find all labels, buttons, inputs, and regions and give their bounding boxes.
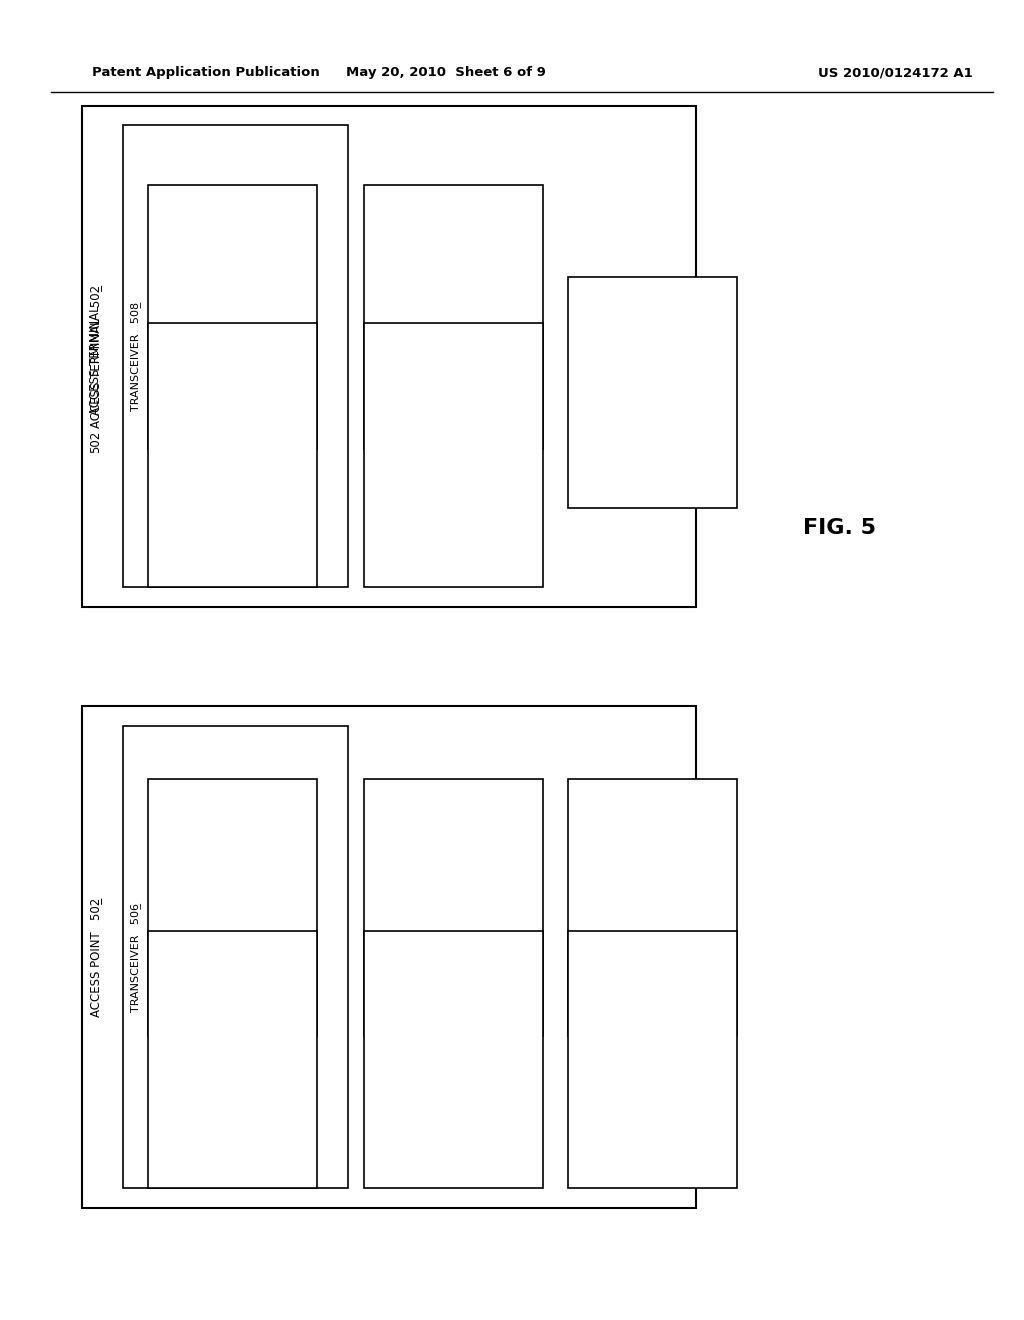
Text: TRANSCEIVER   508̲: TRANSCEIVER 508̲	[130, 302, 140, 411]
Text: 512̲: 512̲	[227, 925, 239, 948]
Text: TRANSMITTER: TRANSMITTER	[228, 1007, 238, 1085]
FancyBboxPatch shape	[82, 106, 696, 607]
FancyBboxPatch shape	[364, 185, 543, 449]
Text: RECEIVER: RECEIVER	[228, 867, 238, 921]
FancyBboxPatch shape	[148, 779, 317, 1036]
Text: 528̲: 528̲	[647, 941, 658, 961]
Text: INTERFACE: INTERFACE	[449, 1044, 458, 1101]
FancyBboxPatch shape	[364, 931, 543, 1188]
Text: 502: 502	[89, 432, 101, 453]
Text: 520̲: 520̲	[447, 941, 459, 961]
Text: RLF CONTROLLER: RLF CONTROLLER	[648, 1001, 657, 1092]
Text: HANDOVER: HANDOVER	[648, 858, 657, 917]
FancyBboxPatch shape	[148, 323, 317, 587]
Text: COMMUNICATION: COMMUNICATION	[449, 851, 458, 937]
Text: May 20, 2010  Sheet 6 of 9: May 20, 2010 Sheet 6 of 9	[345, 66, 546, 79]
Text: TRANSMITTER: TRANSMITTER	[228, 403, 238, 482]
Text: 518̲: 518̲	[447, 1093, 459, 1113]
Text: 514̲: 514̲	[227, 478, 239, 499]
FancyBboxPatch shape	[568, 779, 737, 1036]
Text: NETWORK: NETWORK	[449, 1019, 458, 1073]
Text: 530̲: 530̲	[647, 426, 658, 446]
Text: CONTROLLER: CONTROLLER	[648, 371, 657, 441]
FancyBboxPatch shape	[568, 931, 737, 1188]
Text: RLF CONTROLLER: RLF CONTROLLER	[449, 257, 458, 350]
Text: 522̲: 522̲	[447, 490, 459, 508]
FancyBboxPatch shape	[568, 277, 737, 508]
Text: CONTROLLER: CONTROLLER	[648, 886, 657, 956]
FancyBboxPatch shape	[123, 726, 348, 1188]
Text: US 2010/0124172 A1: US 2010/0124172 A1	[818, 66, 973, 79]
Text: TRANSCEIVER   506̲: TRANSCEIVER 506̲	[130, 903, 140, 1011]
Text: HANDOVER: HANDOVER	[648, 343, 657, 403]
FancyBboxPatch shape	[123, 125, 348, 587]
Text: 524̲: 524̲	[647, 1089, 658, 1109]
FancyBboxPatch shape	[364, 779, 543, 1036]
FancyBboxPatch shape	[148, 931, 317, 1188]
FancyBboxPatch shape	[364, 323, 543, 587]
Text: 516̲: 516̲	[227, 335, 239, 356]
Text: FIG. 5: FIG. 5	[803, 517, 877, 539]
FancyBboxPatch shape	[82, 706, 696, 1208]
Text: 510̲: 510̲	[227, 1082, 239, 1102]
FancyBboxPatch shape	[148, 185, 317, 449]
Text: COMMUNICATION: COMMUNICATION	[449, 400, 458, 484]
Text: CONTROLLER: CONTROLLER	[449, 438, 458, 504]
Text: ACCESS TERMINAL: ACCESS TERMINAL	[89, 298, 101, 414]
Text: RECEIVER: RECEIVER	[228, 276, 238, 331]
Text: Patent Application Publication: Patent Application Publication	[92, 66, 319, 79]
Text: ACCESS TERMINAL   502̲: ACCESS TERMINAL 502̲	[89, 285, 101, 428]
Text: ACCESS POINT   502̲: ACCESS POINT 502̲	[89, 898, 101, 1016]
Text: CONTROLLER: CONTROLLER	[449, 890, 458, 957]
Text: 526̲: 526̲	[447, 346, 459, 367]
